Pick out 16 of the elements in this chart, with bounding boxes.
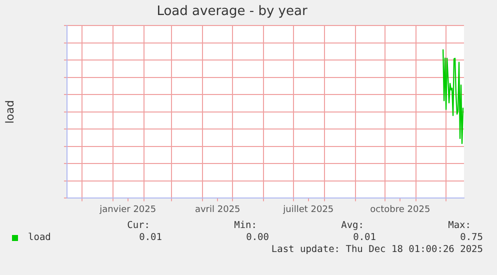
text: Avg: <box>340 220 364 231</box>
text: 0.00 <box>245 232 269 243</box>
x-tick-label: janvier 2025 <box>98 204 156 215</box>
x-tick-label: juillet 2025 <box>282 204 334 215</box>
text: 0.75 <box>459 232 483 243</box>
text: 0.01 <box>138 232 162 243</box>
text: Cur: <box>126 220 150 231</box>
x-tick-label: avril 2025 <box>194 204 240 215</box>
y-axis-title: load <box>3 100 16 124</box>
legend-label: load <box>28 232 51 243</box>
x-tick-label: octobre 2025 <box>370 204 430 215</box>
text: Min: <box>233 220 257 231</box>
text: Max: <box>447 220 471 231</box>
chart-title: Load average - by year <box>156 4 308 20</box>
text: 0.01 <box>352 232 376 243</box>
text: Last update: Thu Dec 18 01:00:26 2025 <box>271 244 483 255</box>
